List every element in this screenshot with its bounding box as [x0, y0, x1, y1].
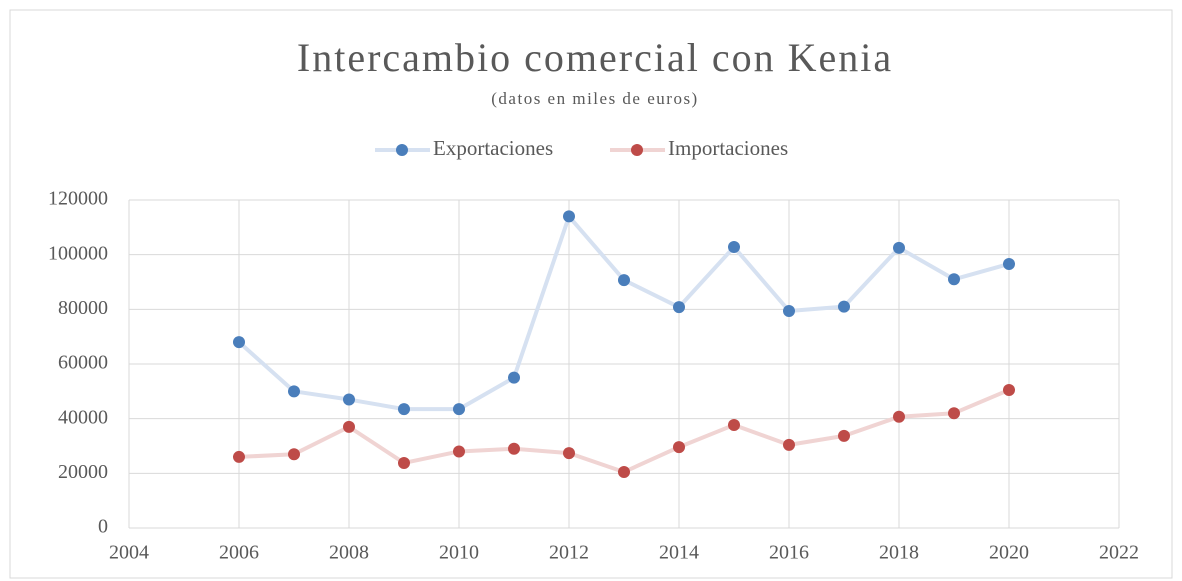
chart-frame	[9, 9, 1173, 579]
data-point	[728, 241, 740, 254]
data-point	[563, 447, 575, 460]
data-point	[1003, 383, 1015, 396]
data-point	[508, 371, 520, 384]
chart-subtitle: (datos en miles de euros)	[491, 89, 698, 108]
data-point	[563, 210, 575, 223]
chart-title: Intercambio comercial con Kenia	[297, 35, 893, 80]
data-point	[728, 418, 740, 431]
legend-label: Importaciones	[668, 136, 788, 160]
y-tick-label: 40000	[58, 406, 108, 428]
x-tick-label: 2008	[329, 542, 369, 564]
x-tick-label: 2016	[769, 542, 809, 564]
data-point	[453, 445, 465, 458]
x-tick-label: 2020	[989, 542, 1029, 564]
data-point	[783, 304, 795, 317]
legend-marker	[631, 144, 643, 156]
data-point	[948, 273, 960, 286]
data-point	[838, 300, 850, 313]
data-point	[398, 403, 410, 416]
legend-label: Exportaciones	[433, 136, 553, 160]
data-point	[618, 274, 630, 287]
x-tick-label: 2018	[879, 542, 919, 564]
x-tick-label: 2014	[659, 542, 699, 564]
data-point	[838, 429, 850, 442]
data-point	[398, 456, 410, 469]
data-point	[673, 301, 685, 314]
data-point	[453, 403, 465, 416]
data-point	[893, 241, 905, 254]
y-tick-label: 120000	[48, 188, 108, 210]
data-point	[948, 407, 960, 420]
x-tick-label: 2010	[439, 542, 479, 564]
data-point	[1003, 257, 1015, 270]
data-point	[343, 420, 355, 433]
x-tick-label: 2004	[109, 542, 149, 564]
data-point	[233, 450, 245, 463]
y-tick-label: 20000	[58, 461, 108, 483]
data-point	[343, 393, 355, 406]
data-point	[783, 438, 795, 451]
x-tick-label: 2012	[549, 542, 589, 564]
y-tick-label: 0	[98, 516, 108, 538]
x-tick-label: 2006	[219, 542, 259, 564]
data-point	[233, 336, 245, 349]
y-tick-label: 80000	[58, 297, 108, 319]
x-tick-label: 2022	[1099, 542, 1139, 564]
data-point	[673, 441, 685, 454]
data-point	[288, 448, 300, 461]
y-tick-label: 60000	[58, 352, 108, 374]
data-point	[618, 465, 630, 478]
data-point	[508, 442, 520, 455]
data-point	[288, 385, 300, 398]
data-point	[893, 410, 905, 423]
y-tick-label: 100000	[48, 242, 108, 264]
legend-marker	[396, 144, 408, 156]
